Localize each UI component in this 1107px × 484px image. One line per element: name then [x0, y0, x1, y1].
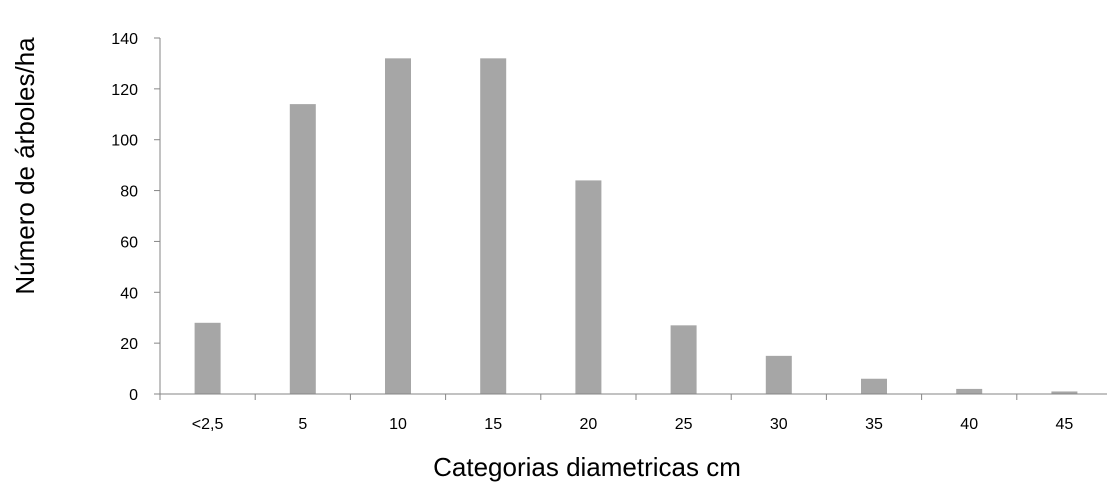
bar-7	[861, 378, 887, 394]
y-tick-label: 40	[120, 285, 138, 302]
bars-group	[194, 58, 1078, 395]
y-axis-title: Número de árboles/ha	[10, 37, 40, 295]
x-tick-label: 10	[389, 416, 407, 433]
x-tick-label: 30	[770, 416, 788, 433]
y-tick-label: 80	[120, 184, 138, 201]
x-tick-label: 20	[580, 416, 598, 433]
y-tick-label: 100	[111, 133, 138, 150]
x-tick-label: 35	[865, 416, 883, 433]
bar-5	[670, 325, 697, 394]
y-tick-label: 20	[120, 336, 138, 353]
y-tick-labels: 0 20 40 60 80 100 120 140	[111, 31, 138, 404]
x-tick-labels: <2,5 5 10 15 20 25 30 35 40 45	[192, 416, 1074, 433]
x-tick-label: 40	[960, 416, 978, 433]
bar-3	[480, 58, 507, 395]
bar-9	[1051, 391, 1078, 394]
bar-6	[765, 355, 792, 394]
x-tick-label: <2,5	[192, 416, 224, 433]
bar-1	[289, 104, 316, 395]
y-tick-label: 140	[111, 31, 138, 48]
x-axis-title: Categorias diametricas cm	[433, 452, 741, 482]
y-tick-label: 0	[129, 387, 138, 404]
y-tick-label: 60	[120, 234, 138, 251]
y-tick-label: 120	[111, 82, 138, 99]
x-tick-label: 15	[484, 416, 502, 433]
bar-4	[575, 180, 602, 394]
axes-group	[154, 37, 1107, 400]
x-tick-label: 25	[675, 416, 693, 433]
bar-2	[385, 58, 411, 395]
x-tick-label: 5	[298, 416, 307, 433]
x-tick-label: 45	[1056, 416, 1074, 433]
bar-8	[956, 388, 983, 394]
bar-0	[194, 322, 221, 394]
